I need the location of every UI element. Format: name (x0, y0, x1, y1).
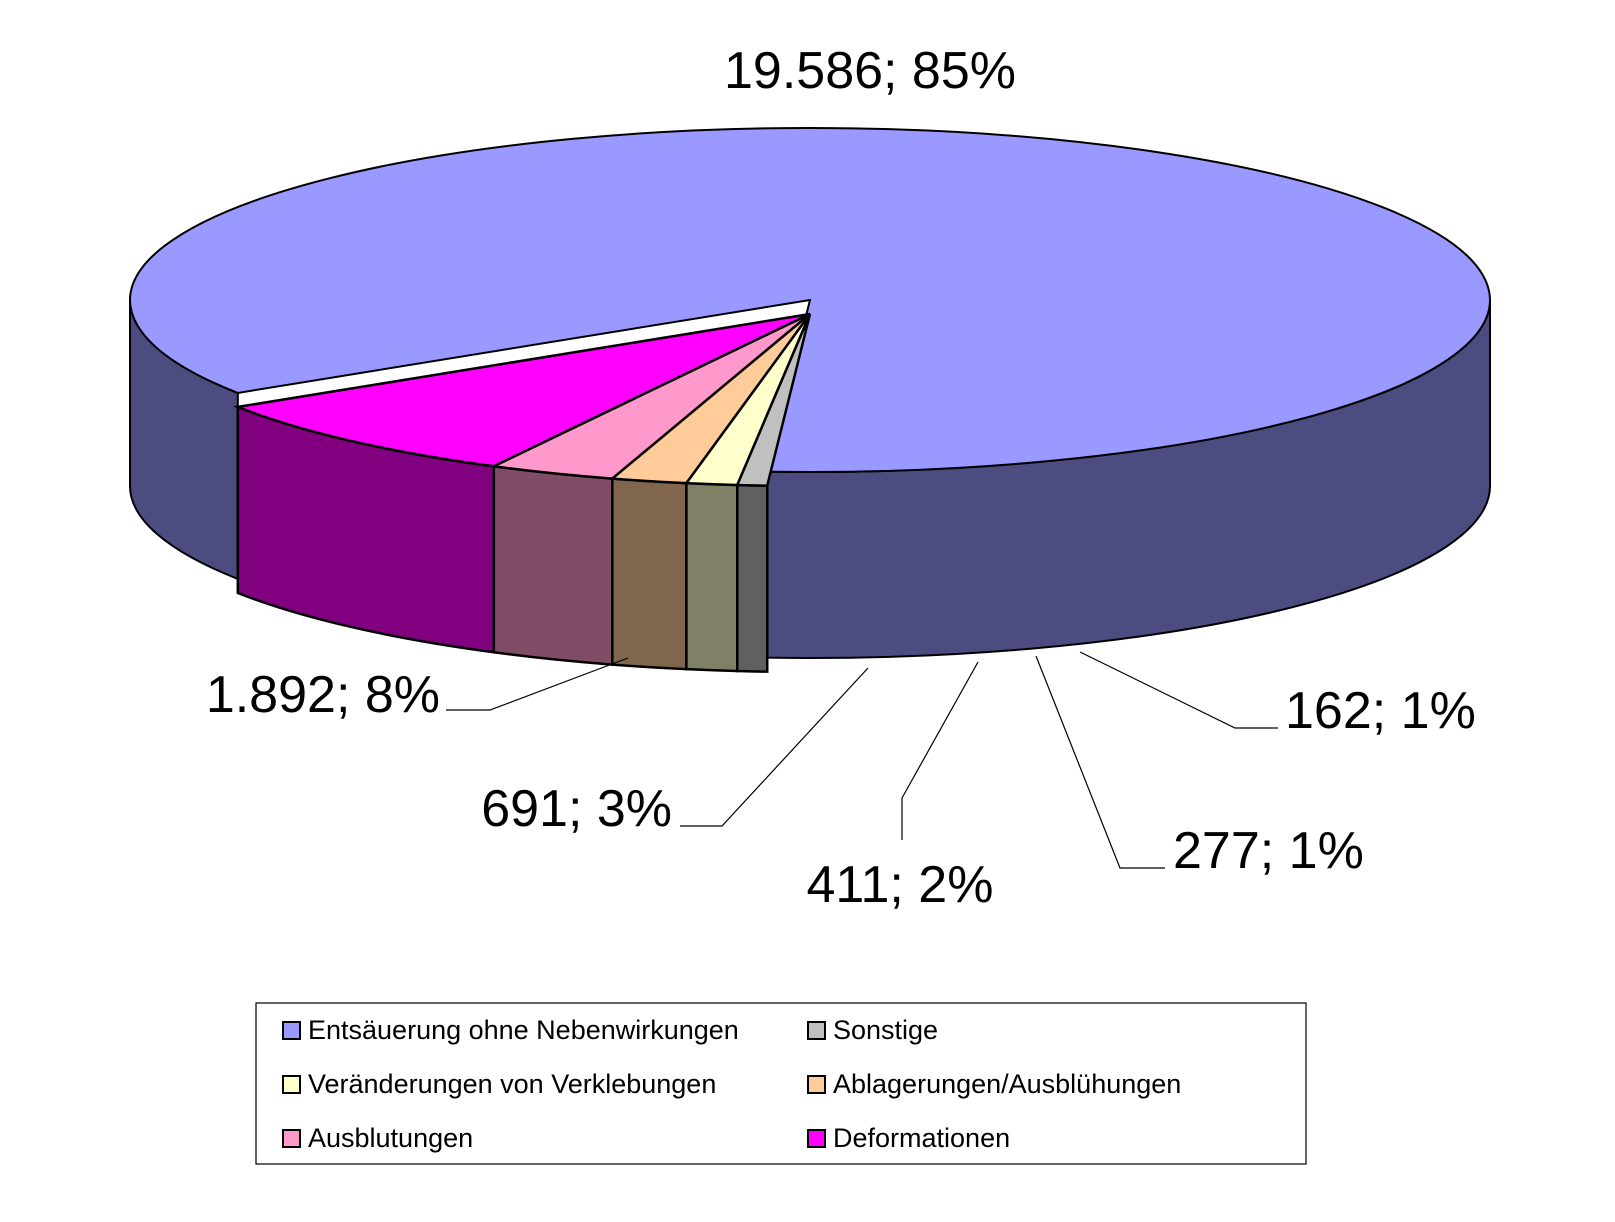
slice-side (685, 481, 739, 673)
legend-label: Entsäuerung ohne Nebenwirkungen (308, 1015, 739, 1045)
legend-swatch (807, 1129, 826, 1148)
legend-item-entsaeuerung-ohne-nebenwirkungen: Entsäuerung ohne Nebenwirkungen (282, 1015, 739, 1045)
slice-side (736, 483, 769, 673)
slice-entsaeuerung-ohne-nebenwirkungen (129, 127, 1491, 660)
data-label-ausblutungen: 691; 3% (481, 780, 672, 838)
legend-item-sonstige: Sonstige (807, 1015, 938, 1045)
legend-label: Ablagerungen/Ausblühungen (833, 1069, 1181, 1099)
slice-veraenderungen-von-verklebungen (684, 313, 812, 673)
slice-deformationen (233, 312, 811, 654)
leader-line-veraenderungen-von-verklebungen (1035, 655, 1165, 869)
slice-top (735, 313, 812, 487)
slices-layer (129, 127, 1491, 673)
legend-label: Ausblutungen (308, 1123, 473, 1153)
legend-swatch (282, 1129, 301, 1148)
data-label-deformationen: 1.892; 8% (206, 666, 440, 724)
data-label-ablagerungen-ausbluehungen: 411; 2% (807, 856, 994, 914)
legend-item-ausblutungen: Ausblutungen (282, 1123, 473, 1153)
data-label-sonstige: 162; 1% (1285, 682, 1476, 740)
leader-line-ausblutungen (680, 667, 869, 827)
legend-item-ablagerungen-ausbluehungen: Ablagerungen/Ausblühungen (807, 1069, 1181, 1099)
leader-line-deformationen (446, 657, 629, 711)
slice-side (492, 464, 614, 666)
slice-ausblutungen (489, 312, 811, 666)
legend-swatch (282, 1075, 301, 1094)
legend-label: Veränderungen von Verklebungen (308, 1069, 716, 1099)
legend-swatch (807, 1075, 826, 1094)
leader-line-sonstige (1079, 651, 1278, 729)
slice-side (611, 477, 688, 671)
legend-label: Deformationen (833, 1123, 1010, 1153)
legend-box (255, 1002, 1307, 1165)
legend-swatch (807, 1021, 826, 1040)
slice-top (233, 312, 811, 468)
data-label-entsaeuerung-ohne-nebenwirkungen: 19.586; 85% (724, 42, 1016, 100)
slice-sonstige (735, 313, 812, 673)
labels-layer: 19.586; 85% 1.892; 8% 691; 3% 411; 2% 277; 1… (206, 42, 1476, 914)
legend-item-deformationen: Deformationen (807, 1123, 1010, 1153)
slice-ablagerungen-ausbluehungen (609, 313, 812, 671)
legend: Entsäuerung ohne Nebenwirkungen Veränderu… (255, 1002, 1307, 1165)
legend-swatch (282, 1021, 301, 1040)
leader-line-ablagerungen-ausbluehungen (901, 661, 979, 840)
data-label-veraenderungen-von-verklebungen: 277; 1% (1173, 822, 1364, 880)
legend-item-veraenderungen-von-verklebungen: Veränderungen von Verklebungen (282, 1069, 716, 1099)
legend-label: Sonstige (833, 1015, 938, 1045)
slice-top (129, 127, 1491, 474)
